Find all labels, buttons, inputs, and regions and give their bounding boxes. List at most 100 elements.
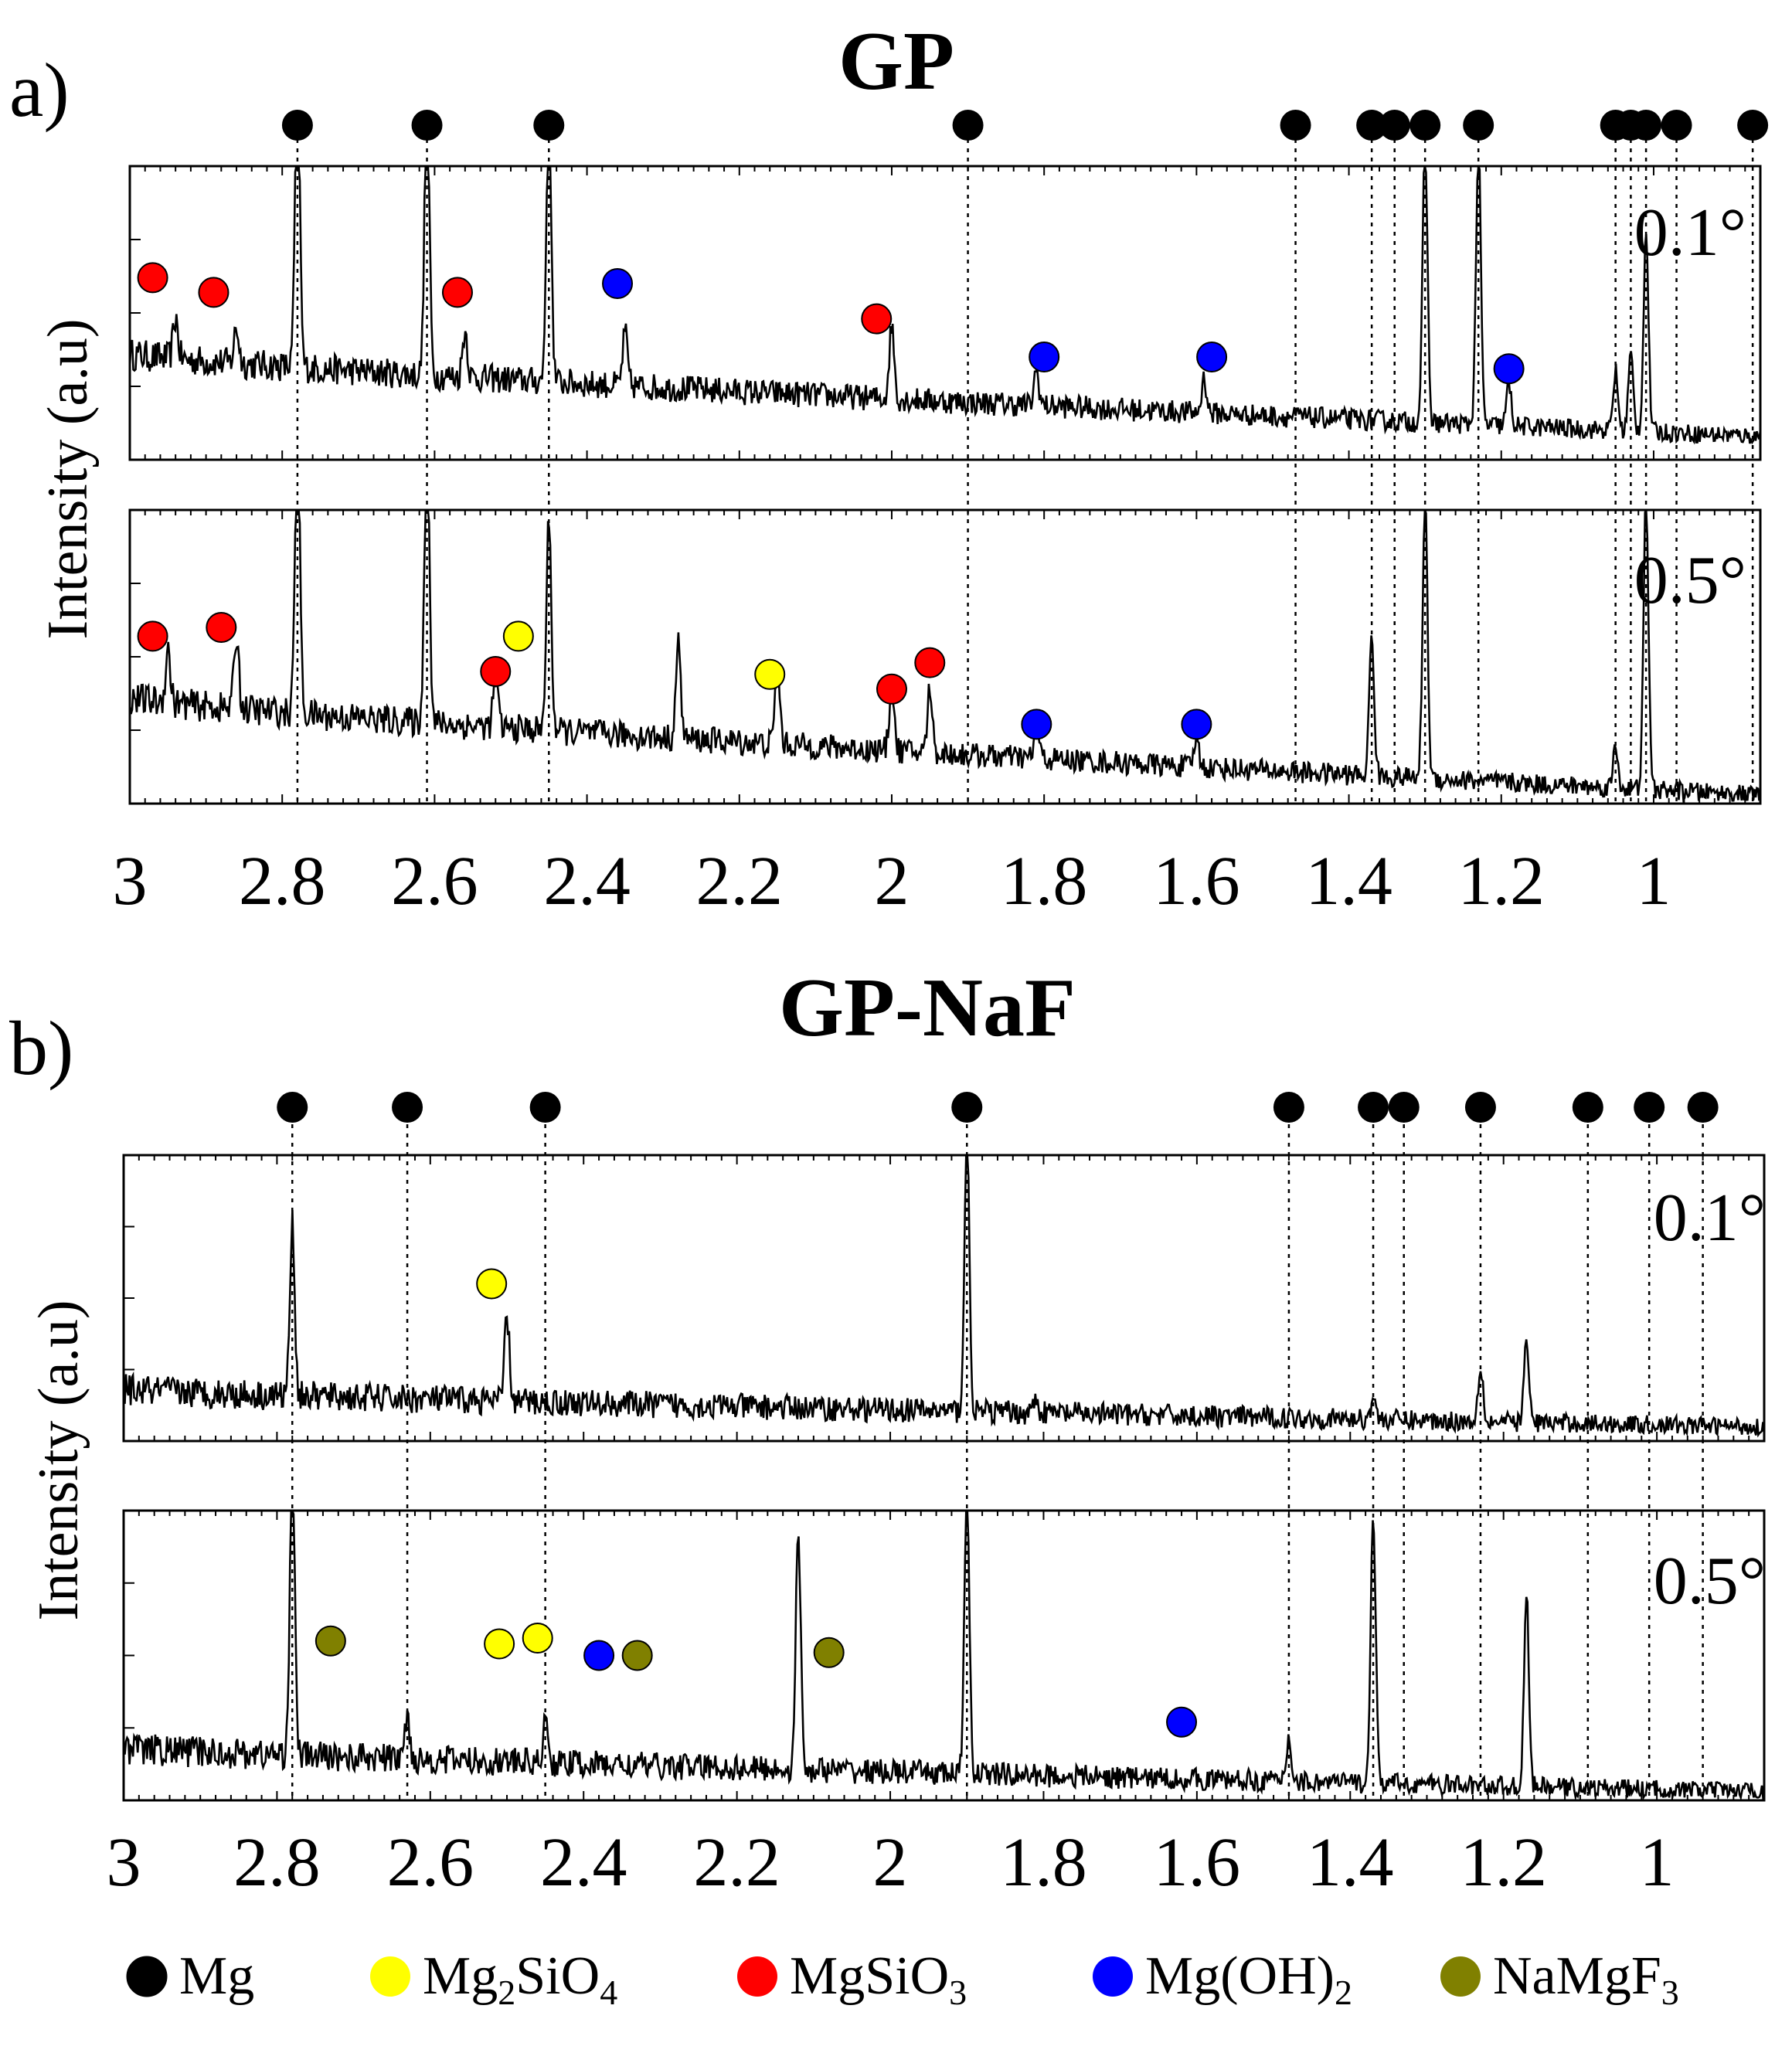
- panel-a-subplot-0.5: 0.5°: [128, 508, 1762, 805]
- x-tick-label: 1.6: [1153, 843, 1240, 919]
- phase-marker-mgoh2: [602, 268, 634, 299]
- mg-marker: [1388, 1092, 1420, 1123]
- xrd-trace: [128, 165, 1762, 445]
- legend-swatch: [737, 1956, 777, 1997]
- x-tick-label: 1.8: [1000, 1824, 1087, 1901]
- phase-marker-mg2sio4: [502, 620, 534, 652]
- mg-marker: [1661, 110, 1692, 141]
- mg-marker: [533, 110, 565, 141]
- subplot-frame-ticks: [129, 166, 1746, 460]
- mg-marker: [1379, 110, 1410, 141]
- legend-label: Mg: [179, 1946, 254, 2006]
- mg-marker: [952, 110, 984, 141]
- panel-b-reference-lines: [291, 1124, 1704, 1800]
- phase-marker-mgoh2: [1021, 709, 1052, 740]
- phase-marker-mgoh2: [1166, 1706, 1198, 1738]
- mg-marker: [1464, 1092, 1496, 1123]
- panel-b-x-tick-labels: 3 2.8 2.6 2.4 2.2 2 1.8 1.6 1.4 1.2 1: [107, 1824, 1675, 1901]
- x-tick-label: 2.2: [696, 843, 784, 919]
- phase-markers: [137, 262, 1525, 385]
- angle-label: 0.5°: [1654, 1544, 1766, 1619]
- subplot-frame-ticks: [129, 510, 1746, 804]
- mg-marker: [1630, 110, 1662, 141]
- phase-marker-mgsio3: [480, 656, 512, 687]
- panel-b-mg-marker-row: [277, 1092, 1719, 1123]
- xrd-trace: [122, 1154, 1766, 1438]
- phase-marker-mg2sio4: [476, 1268, 508, 1300]
- panel-a-title: GP: [838, 15, 954, 107]
- x-tick-label: 2: [874, 843, 909, 919]
- mg-marker: [1280, 110, 1311, 141]
- panel-a-ylabel: Intensity (a.u): [36, 318, 100, 639]
- panel-b-letter: b): [9, 1005, 73, 1091]
- panel-b: b) GP-NaF Intensity (a.u) 0.1° 0.5° 3 2.8…: [9, 962, 1766, 1901]
- panel-a-mg-marker-row: [281, 110, 1769, 141]
- phase-marker-mgsio3: [198, 277, 230, 308]
- phase-marker-mg2sio4: [484, 1628, 515, 1660]
- x-tick-label: 1: [1640, 1824, 1675, 1901]
- mg-marker: [951, 1092, 983, 1123]
- panel-a-letter: a): [9, 47, 70, 133]
- legend-swatch: [126, 1956, 168, 1997]
- x-tick-label: 2.4: [540, 1824, 627, 1901]
- phase-legend: Mg Mg2SiO4 MgSiO3 Mg(OH)2 NaMgF3: [126, 1946, 1679, 2012]
- legend-swatch: [1440, 1956, 1481, 1997]
- subplot-frame-ticks: [123, 1511, 1750, 1800]
- xrd-trace: [122, 1509, 1766, 1801]
- phase-marker-mgsio3: [914, 647, 946, 678]
- panel-b-ylabel: Intensity (a.u): [27, 1300, 90, 1620]
- x-tick-label: 1.2: [1460, 1824, 1547, 1901]
- phase-marker-namgf3: [813, 1637, 845, 1668]
- legend-label: Mg2SiO4: [423, 1946, 617, 2012]
- xrd-trace: [128, 508, 1762, 804]
- phase-marker-mgsio3: [137, 262, 168, 294]
- mg-marker: [277, 1092, 308, 1123]
- mg-marker: [1572, 1092, 1603, 1123]
- panel-b-title: GP-NaF: [779, 962, 1076, 1054]
- x-tick-label: 3: [113, 843, 148, 919]
- x-tick-label: 1.4: [1305, 843, 1392, 919]
- legend-label: Mg(OH)2: [1145, 1946, 1352, 2012]
- panel-b-subplot-0.1: 0.1°: [122, 1154, 1766, 1443]
- phase-marker-mgsio3: [441, 277, 473, 308]
- mg-marker: [529, 1092, 561, 1123]
- x-tick-label: 2.6: [387, 1824, 474, 1901]
- phase-marker-mgoh2: [1181, 709, 1212, 740]
- subplot-frame: [128, 165, 1762, 461]
- x-tick-label: 1.8: [1001, 843, 1088, 919]
- phase-markers: [137, 612, 1212, 740]
- x-tick-label: 3: [107, 1824, 141, 1901]
- legend-swatch: [370, 1956, 410, 1997]
- x-tick-label: 1: [1636, 843, 1671, 919]
- x-tick-label: 1.2: [1458, 843, 1545, 919]
- subplot-frame: [122, 1154, 1766, 1443]
- phase-marker-mgoh2: [1029, 342, 1060, 372]
- angle-label: 0.5°: [1634, 543, 1746, 618]
- x-tick-label: 2.6: [391, 843, 478, 919]
- phase-marker-mgsio3: [206, 612, 237, 643]
- panel-b-subplot-0.5: 0.5°: [122, 1509, 1766, 1802]
- x-tick-label: 1.6: [1154, 1824, 1241, 1901]
- phase-marker-mg2sio4: [522, 1623, 553, 1654]
- subplot-frame-ticks: [123, 1155, 1750, 1441]
- phase-marker-mgsio3: [876, 673, 907, 705]
- phase-marker-mgsio3: [861, 303, 893, 335]
- panel-a-reference-lines: [296, 139, 1754, 804]
- angle-label: 0.1°: [1634, 195, 1746, 270]
- mg-marker: [1463, 110, 1494, 141]
- phase-marker-mgoh2: [583, 1640, 615, 1671]
- panel-a-x-tick-labels: 3 2.8 2.6 2.4 2.2 2 1.8 1.6 1.4 1.2 1: [113, 843, 1671, 919]
- phase-marker-mgoh2: [1493, 353, 1525, 385]
- x-tick-label: 2.8: [239, 843, 326, 919]
- mg-marker: [392, 1092, 423, 1123]
- phase-markers: [476, 1268, 508, 1300]
- x-tick-label: 1.4: [1307, 1824, 1394, 1901]
- mg-marker: [1358, 1092, 1389, 1123]
- mg-marker: [281, 110, 313, 141]
- panel-a-subplot-0.1: 0.1°: [128, 165, 1762, 461]
- x-tick-label: 2.4: [543, 843, 631, 919]
- angle-label: 0.1°: [1654, 1181, 1766, 1256]
- phase-marker-mgsio3: [137, 620, 168, 652]
- phase-marker-namgf3: [621, 1640, 653, 1671]
